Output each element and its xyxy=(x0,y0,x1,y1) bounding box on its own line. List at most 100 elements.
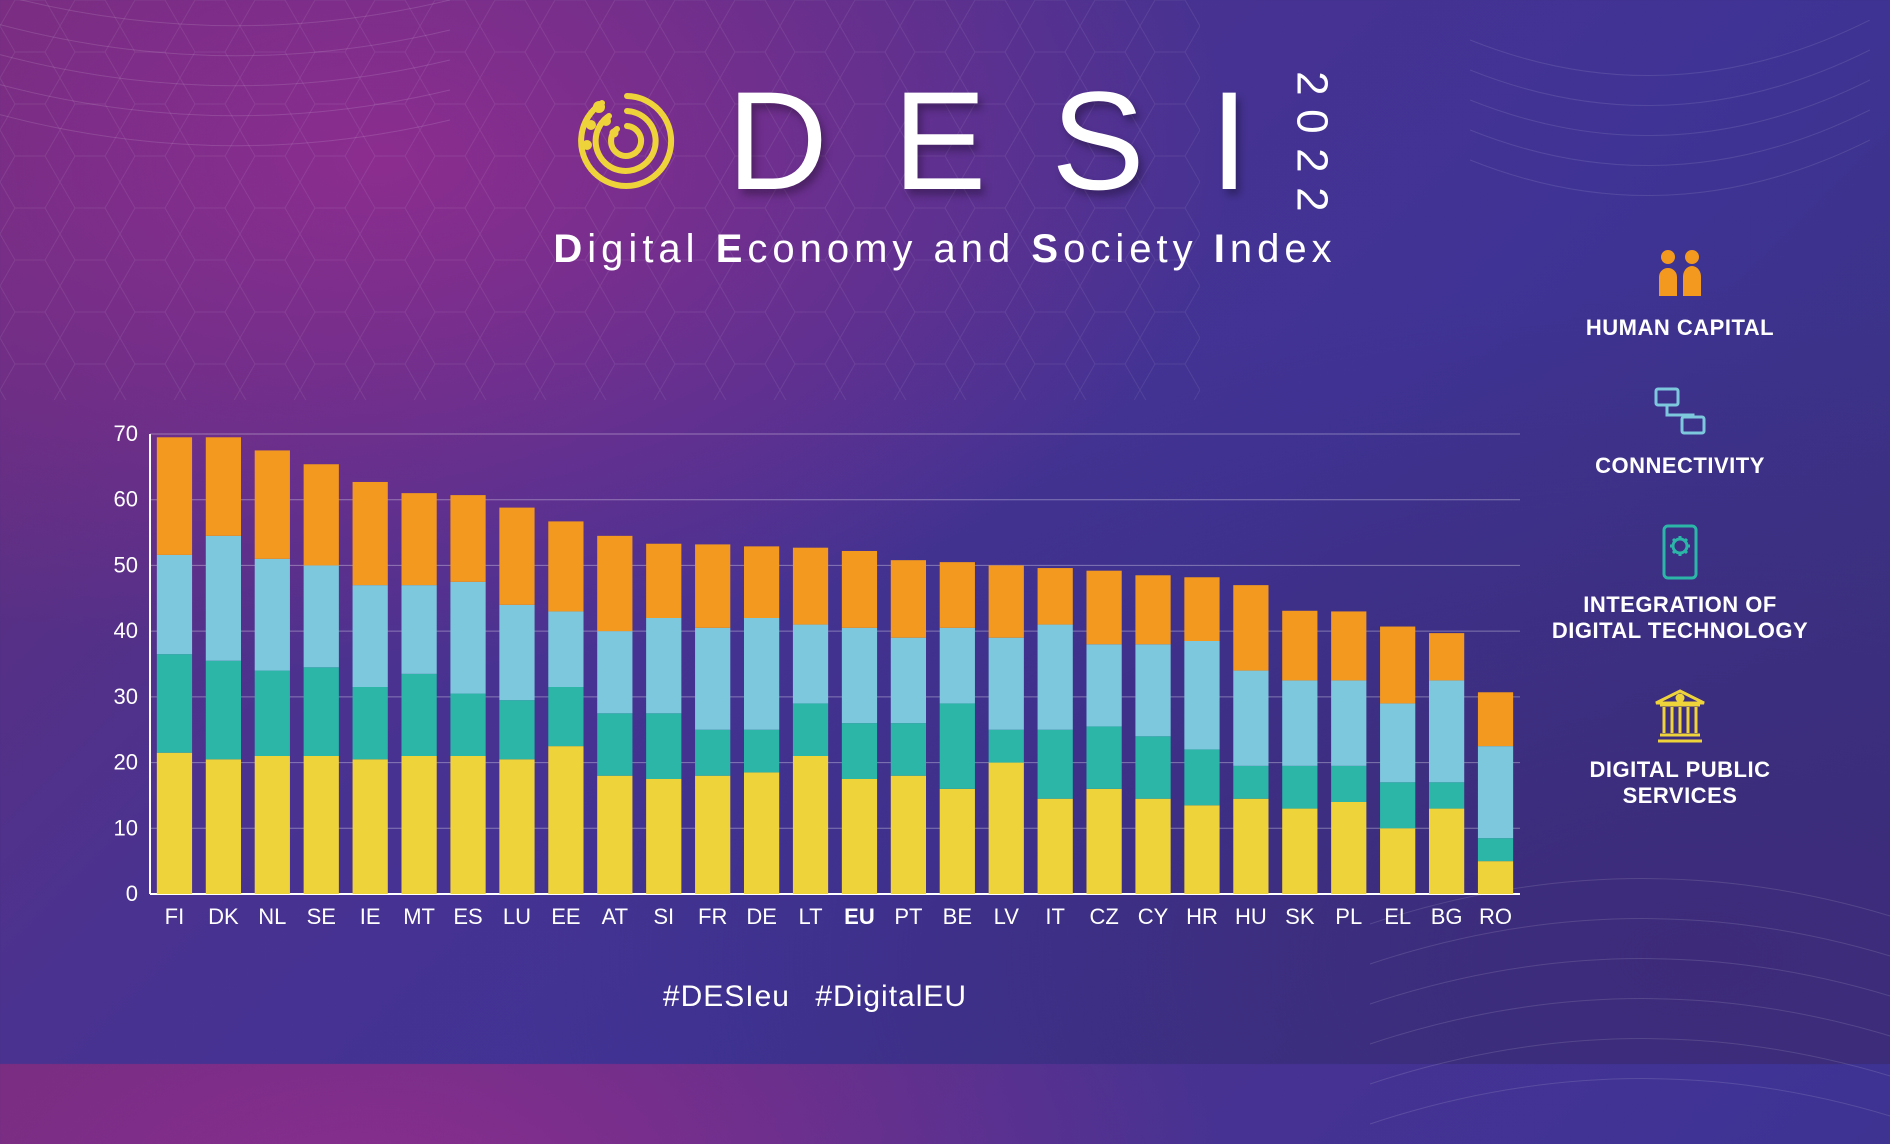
bar-segment xyxy=(891,560,926,638)
building-icon xyxy=(1650,687,1710,747)
cog-icon xyxy=(1650,522,1710,582)
bar-segment xyxy=(304,464,339,565)
bar-segment xyxy=(206,437,241,536)
y-axis-label: 50 xyxy=(114,552,138,577)
bar-segment xyxy=(1429,633,1464,680)
bar-segment xyxy=(548,521,583,611)
bar-segment xyxy=(1135,575,1170,644)
bar-segment xyxy=(353,687,388,759)
bar-segment xyxy=(304,756,339,894)
bar-segment xyxy=(597,536,632,631)
bar-segment xyxy=(157,654,192,753)
bar-segment xyxy=(548,687,583,746)
bar-segment xyxy=(1429,809,1464,894)
hashtags: #DESIeu #DigitalEU xyxy=(0,980,1630,1014)
bar-segment xyxy=(1135,799,1170,894)
bar-segment xyxy=(695,730,730,776)
bar-segment xyxy=(304,565,339,667)
y-axis-label: 70 xyxy=(114,424,138,446)
title-letter: E xyxy=(893,60,986,222)
y-axis-label: 60 xyxy=(114,487,138,512)
bar-segment xyxy=(1184,577,1219,641)
bar-segment xyxy=(1184,749,1219,805)
x-axis-label: CZ xyxy=(1089,904,1118,929)
bar-segment xyxy=(206,759,241,894)
x-axis-label: EU xyxy=(844,904,875,929)
bar-segment xyxy=(1331,802,1366,894)
bar-segment xyxy=(940,703,975,788)
legend-item: CONNECTIVITY xyxy=(1550,383,1810,479)
bar-segment xyxy=(989,730,1024,763)
bar-segment xyxy=(891,776,926,894)
bar-segment xyxy=(157,555,192,654)
bar-segment xyxy=(450,582,485,694)
bar-segment xyxy=(597,631,632,713)
bar-segment xyxy=(1282,680,1317,765)
bar-segment xyxy=(1478,746,1513,838)
bar-segment xyxy=(1184,805,1219,894)
x-axis-label: EL xyxy=(1384,904,1411,929)
bar-segment xyxy=(401,756,436,894)
bar-segment xyxy=(1380,782,1415,828)
x-axis-label: IT xyxy=(1045,904,1065,929)
bar-segment xyxy=(255,756,290,894)
bar-segment xyxy=(842,723,877,779)
bar-segment xyxy=(842,551,877,628)
bar-segment xyxy=(597,776,632,894)
legend: HUMAN CAPITAL CONNECTIVITY INTEGRATION O… xyxy=(1550,245,1810,809)
legend-label: CONNECTIVITY xyxy=(1595,453,1765,479)
legend-item: HUMAN CAPITAL xyxy=(1550,245,1810,341)
x-axis-label: PL xyxy=(1335,904,1362,929)
year-char: 2 xyxy=(1292,187,1331,211)
bar-segment xyxy=(793,756,828,894)
x-axis-label: CY xyxy=(1138,904,1169,929)
bar-segment xyxy=(304,667,339,756)
bar-segment xyxy=(1478,861,1513,894)
bar-segment xyxy=(793,625,828,704)
bar-segment xyxy=(1233,766,1268,799)
bar-segment xyxy=(940,628,975,704)
legend-label: HUMAN CAPITAL xyxy=(1586,315,1774,341)
bar-segment xyxy=(744,730,779,773)
bar-segment xyxy=(646,618,681,713)
bar-segment xyxy=(695,544,730,627)
x-axis-label: SK xyxy=(1285,904,1315,929)
bar-segment xyxy=(1233,585,1268,670)
x-axis-label: IE xyxy=(360,904,381,929)
bar-segment xyxy=(255,450,290,558)
bar-segment xyxy=(1038,730,1073,799)
bar-segment xyxy=(1233,671,1268,766)
legend-item: INTEGRATION OF DIGITAL TECHNOLOGY xyxy=(1550,522,1810,645)
bar-segment xyxy=(744,546,779,618)
bar-segment xyxy=(989,638,1024,730)
hashtag: #DESIeu xyxy=(663,980,790,1013)
bar-segment xyxy=(353,585,388,687)
bar-segment xyxy=(157,437,192,555)
bar-segment xyxy=(1331,680,1366,765)
x-axis-label: ES xyxy=(453,904,482,929)
bar-segment xyxy=(1478,692,1513,746)
bar-segment xyxy=(401,585,436,674)
bar-segment xyxy=(597,713,632,775)
bar-segment xyxy=(353,482,388,585)
x-axis-label: SE xyxy=(307,904,336,929)
bar-segment xyxy=(1282,611,1317,681)
title-letters: D E S I xyxy=(727,60,1249,222)
bar-segment xyxy=(744,772,779,894)
x-axis-label: DK xyxy=(208,904,239,929)
bar-segment xyxy=(548,746,583,894)
x-axis-label: HU xyxy=(1235,904,1267,929)
bar-segment xyxy=(842,779,877,894)
x-axis-label: DE xyxy=(746,904,777,929)
year-char: 2 xyxy=(1292,148,1331,172)
x-axis-label: FR xyxy=(698,904,727,929)
x-axis-label: NL xyxy=(258,904,286,929)
y-axis-label: 0 xyxy=(126,881,138,906)
bar-segment xyxy=(1282,766,1317,809)
bar-segment xyxy=(1038,799,1073,894)
x-axis-label: LV xyxy=(994,904,1020,929)
bar-segment xyxy=(1086,571,1121,645)
x-axis-label: SI xyxy=(653,904,674,929)
year-char: 2 xyxy=(1292,71,1331,95)
x-axis-label: FI xyxy=(165,904,185,929)
